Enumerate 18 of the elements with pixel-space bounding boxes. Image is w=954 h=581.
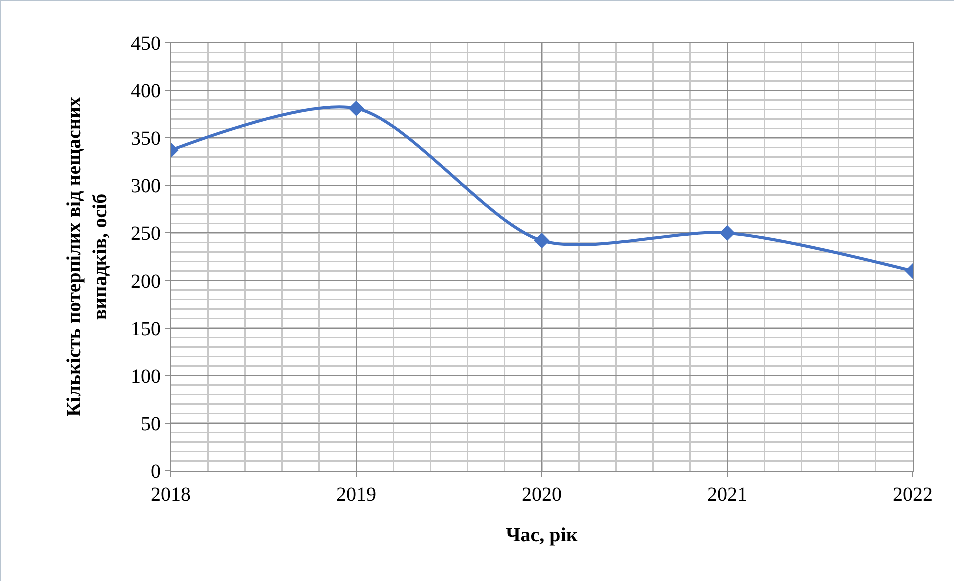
y-tick-label: 250 — [131, 223, 161, 246]
y-tick-label: 300 — [131, 176, 161, 198]
y-tick-label: 450 — [131, 33, 161, 55]
x-axis-title: Час, рік — [506, 524, 578, 546]
x-tick-label: 2022 — [893, 484, 933, 506]
y-tick-label: 400 — [131, 80, 161, 103]
point — [534, 233, 550, 249]
x-tick-label: 2019 — [336, 484, 376, 506]
y-tick-label: 0 — [151, 461, 161, 483]
x-tick-label: 2021 — [708, 484, 748, 506]
x-tick-label: 2018 — [151, 484, 191, 506]
x-tick-label: 2020 — [522, 484, 562, 506]
y-tick-label: 50 — [141, 413, 161, 436]
y-tick-label: 200 — [131, 270, 161, 293]
y-axis-title: Кількість потерпілих від нещасних випадків, осіб — [64, 97, 112, 417]
y-tick-label: 350 — [131, 128, 161, 150]
y-tick-label: 150 — [131, 318, 161, 340]
y-tick-label: 100 — [131, 366, 161, 388]
